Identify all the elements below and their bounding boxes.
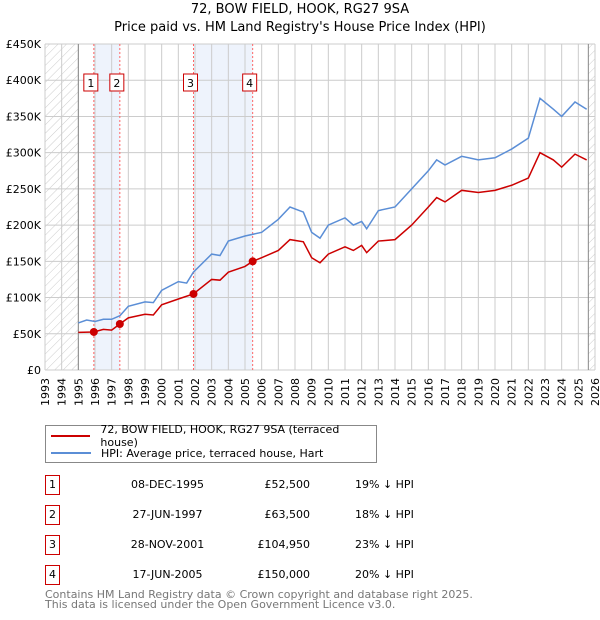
transaction-row: 1 08-DEC-1995 £52,500 19% ↓ HPI bbox=[45, 475, 465, 495]
transaction-date: 28-NOV-2001 bbox=[130, 538, 205, 551]
legend-item-property: 72, BOW FIELD, HOOK, RG27 9SA (terraced … bbox=[46, 423, 376, 449]
x-tick-label: 1999 bbox=[139, 378, 152, 406]
x-tick-label: 1995 bbox=[72, 378, 85, 406]
y-tick-label: £300K bbox=[6, 147, 42, 160]
x-tick-label: 2009 bbox=[306, 378, 319, 406]
transaction-price: £63,500 bbox=[264, 508, 311, 521]
chart-title: 72, BOW FIELD, HOOK, RG27 9SA bbox=[190, 2, 410, 17]
shaded-ownership-period bbox=[93, 44, 120, 370]
x-tick-label: 2003 bbox=[206, 378, 219, 406]
x-tick-label: 2000 bbox=[156, 378, 169, 406]
transaction-row: 4 17-JUN-2005 £150,000 20% ↓ HPI bbox=[45, 565, 465, 585]
y-tick-label: £350K bbox=[6, 110, 42, 123]
sale-label-number: 2 bbox=[113, 77, 120, 90]
chart-subtitle: Price paid vs. HM Land Registry's House … bbox=[114, 20, 486, 35]
sale-point bbox=[115, 319, 124, 328]
transaction-price: £52,500 bbox=[264, 478, 311, 491]
x-tick-label: 2011 bbox=[339, 378, 352, 406]
x-tick-label: 2022 bbox=[522, 378, 535, 406]
sale-label-number: 4 bbox=[246, 77, 253, 90]
x-tick-label: 1993 bbox=[39, 378, 52, 406]
footer-line-1: Contains HM Land Registry data © Crown c… bbox=[45, 588, 473, 601]
sale-label-box bbox=[242, 73, 258, 92]
transaction-hpi-diff: 19% ↓ HPI bbox=[355, 478, 414, 491]
y-tick-label: £100K bbox=[6, 292, 42, 305]
transaction-row: 2 27-JUN-1997 £63,500 18% ↓ HPI bbox=[45, 505, 465, 525]
y-tick-label: £400K bbox=[6, 74, 42, 87]
transaction-number: 2 bbox=[45, 505, 60, 525]
x-tick-label: 2002 bbox=[189, 378, 202, 406]
shaded-ownership-period bbox=[193, 44, 253, 370]
sale-point bbox=[89, 327, 98, 336]
legend-label-hpi: HPI: Average price, terraced house, Hart bbox=[101, 446, 324, 460]
transaction-hpi-diff: 18% ↓ HPI bbox=[355, 508, 414, 521]
x-tick-label: 2007 bbox=[272, 378, 285, 406]
transaction-hpi-diff: 23% ↓ HPI bbox=[355, 538, 414, 551]
x-tick-label: 2005 bbox=[239, 378, 252, 406]
footer-attribution: Contains HM Land Registry data © Crown c… bbox=[45, 588, 473, 611]
hpi-series-line bbox=[78, 97, 588, 324]
x-tick-label: 2016 bbox=[422, 378, 435, 406]
x-tick-label: 1998 bbox=[122, 378, 135, 406]
legend-label-property: 72, BOW FIELD, HOOK, RG27 9SA (terraced … bbox=[100, 423, 340, 449]
y-tick-label: £200K bbox=[6, 219, 42, 232]
x-tick-label: 1997 bbox=[106, 378, 119, 406]
x-tick-label: 1994 bbox=[56, 378, 69, 406]
transaction-date: 08-DEC-1995 bbox=[130, 478, 205, 491]
legend-swatch-hpi bbox=[51, 452, 91, 454]
x-tick-label: 2019 bbox=[472, 378, 485, 406]
footer-line-2: This data is licensed under the Open Gov… bbox=[45, 598, 396, 611]
chart-plot: 1993 1994 1995 1996 1997 1998 1999 2000 2001 2002… bbox=[6, 38, 600, 406]
legend-swatch-property bbox=[51, 435, 91, 437]
property-series-line bbox=[78, 151, 588, 334]
y-tick-label: £250K bbox=[6, 183, 42, 196]
sale-point bbox=[189, 289, 198, 298]
x-tick-label: 2020 bbox=[489, 378, 502, 406]
x-tick-label: 2006 bbox=[256, 378, 269, 406]
x-tick-label: 2008 bbox=[289, 378, 302, 406]
chart-legend: 72, BOW FIELD, HOOK, RG27 9SA (terraced … bbox=[45, 423, 377, 463]
sale-label-number: 1 bbox=[87, 77, 94, 90]
transaction-number: 3 bbox=[45, 535, 60, 555]
sale-label-box bbox=[83, 73, 99, 92]
x-tick-label: 2014 bbox=[389, 378, 402, 406]
x-tick-label: 2017 bbox=[439, 378, 452, 406]
x-tick-label: 2024 bbox=[556, 378, 569, 406]
sale-label-box bbox=[183, 73, 198, 92]
x-tick-label: 2018 bbox=[456, 378, 469, 406]
x-tick-label: 2023 bbox=[539, 378, 552, 406]
sale-label-number: 3 bbox=[187, 77, 194, 90]
y-tick-label: £50K bbox=[13, 328, 42, 341]
x-tick-label: 2013 bbox=[372, 378, 385, 406]
x-tick-label: 1996 bbox=[89, 378, 102, 406]
y-tick-label: £450K bbox=[6, 38, 42, 51]
transaction-hpi-diff: 20% ↓ HPI bbox=[355, 568, 414, 581]
x-tick-label: 2004 bbox=[222, 378, 235, 406]
transaction-number: 1 bbox=[45, 475, 60, 495]
x-tick-label: 2010 bbox=[322, 378, 335, 406]
transaction-date: 27-JUN-1997 bbox=[132, 508, 203, 521]
x-tick-label: 2001 bbox=[172, 378, 185, 406]
hatched-no-data-right bbox=[588, 44, 595, 370]
x-tick-label: 2012 bbox=[356, 378, 369, 406]
transaction-date: 17-JUN-2005 bbox=[132, 568, 203, 581]
x-tick-label: 2021 bbox=[506, 378, 519, 406]
transaction-row: 3 28-NOV-2001 £104,950 23% ↓ HPI bbox=[45, 535, 465, 555]
y-tick-label: £0 bbox=[27, 364, 41, 377]
transaction-price: £104,950 bbox=[257, 538, 311, 551]
y-tick-label: £150K bbox=[6, 255, 42, 268]
transaction-number: 4 bbox=[45, 565, 60, 585]
transaction-price: £150,000 bbox=[257, 568, 311, 581]
x-tick-label: 2025 bbox=[572, 378, 585, 406]
x-tick-label: 2026 bbox=[589, 378, 600, 406]
sale-point bbox=[248, 257, 257, 266]
x-tick-label: 2015 bbox=[406, 378, 419, 406]
legend-item-hpi: HPI: Average price, terraced house, Hart bbox=[46, 445, 323, 461]
sale-label-box bbox=[109, 73, 125, 92]
